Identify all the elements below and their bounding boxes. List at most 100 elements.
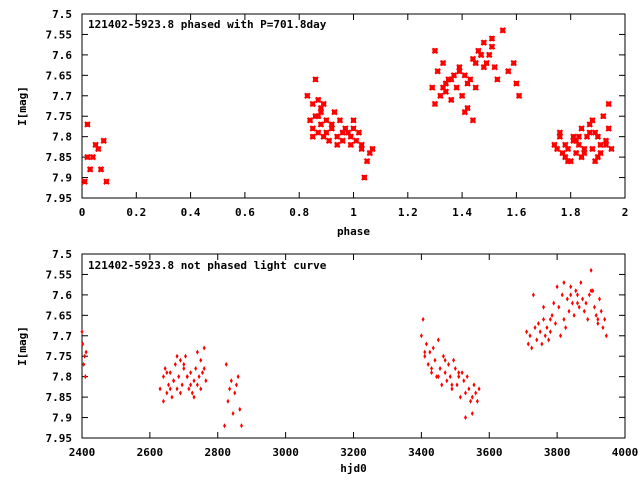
phased-plot-title: 121402-5923.8 phased with P=701.8day — [88, 18, 327, 31]
unphased-data-point — [542, 304, 546, 310]
phased-data-point — [572, 137, 580, 144]
phased-data-point — [575, 133, 583, 140]
phased-data-point — [334, 133, 341, 140]
phased-data-point — [464, 80, 471, 87]
phased-data-point — [464, 104, 471, 112]
unphased-data-point — [83, 374, 87, 380]
unphased-y-tick-label: 7.65 — [46, 309, 73, 322]
unphased-data-point — [562, 316, 566, 322]
unphased-data-point — [457, 374, 461, 380]
phased-data-point — [304, 92, 311, 99]
phased-y-tick-label: 7.85 — [46, 151, 73, 164]
unphased-data-point — [445, 378, 449, 384]
phased-data-point — [589, 145, 596, 153]
phased-data-point — [439, 59, 447, 67]
phased-data-point — [458, 92, 466, 99]
unphased-data-point — [436, 374, 440, 380]
phased-x-tick-label: 2 — [622, 206, 629, 219]
phased-data-point — [564, 157, 572, 165]
unphased-data-point — [435, 374, 439, 380]
unphased-data-point — [599, 308, 603, 314]
unphased-data-point — [441, 353, 445, 359]
phased-data-point — [314, 113, 322, 120]
phased-data-point — [84, 121, 91, 128]
unphased-data-point — [596, 316, 600, 322]
unphased-data-point — [189, 382, 193, 388]
unphased-x-tick-label: 2600 — [137, 446, 164, 459]
unphased-data-point — [199, 386, 203, 392]
unphased-data-point — [455, 382, 459, 388]
phased-data-point — [494, 76, 501, 83]
unphased-data-point — [192, 378, 196, 384]
phased-data-point — [437, 92, 444, 99]
unphased-data-point — [450, 382, 454, 388]
unphased-data-point — [470, 394, 474, 400]
unphased-data-point — [589, 288, 593, 294]
unphased-data-point — [535, 337, 539, 343]
unphased-y-tick-label: 7.95 — [46, 432, 73, 445]
unphased-data-point — [564, 325, 568, 331]
phased-y-tick-label: 7.6 — [52, 49, 72, 62]
unphased-data-point — [194, 365, 198, 371]
unphased-data-point — [536, 321, 540, 327]
unphased-data-point — [462, 378, 466, 384]
phased-data-point — [320, 100, 327, 108]
phased-data-point — [594, 153, 602, 161]
phased-data-point — [334, 141, 341, 149]
unphased-data-point — [163, 365, 167, 371]
phased-plot-frame — [81, 13, 626, 199]
phased-data-point — [429, 84, 436, 91]
phased-y-tick-label: 7.75 — [46, 110, 73, 123]
unphased-data-point — [589, 267, 593, 273]
unphased-data-point — [440, 382, 444, 388]
unphased-y-tick-label: 7.6 — [52, 289, 72, 302]
phased-data-point — [431, 100, 439, 108]
phased-y-tick-label: 7.8 — [52, 131, 72, 144]
phased-data-point — [314, 96, 322, 104]
phased-data-point — [350, 117, 357, 124]
phased-data-point — [328, 121, 335, 128]
unphased-data-point — [228, 386, 232, 392]
unphased-data-point — [423, 349, 427, 355]
phased-points — [81, 27, 615, 185]
unphased-data-point — [460, 370, 464, 376]
phased-data-point — [469, 55, 477, 63]
unphased-data-point — [570, 300, 574, 306]
phased-data-point — [477, 51, 485, 59]
unphased-data-point — [187, 386, 191, 392]
phased-x-tick-label: 1.8 — [561, 206, 581, 219]
unphased-data-point — [548, 329, 552, 335]
phased-x-tick-label: 1 — [350, 206, 357, 219]
unphased-data-point — [577, 304, 581, 310]
unphased-y-axis-label: I[mag] — [16, 326, 29, 366]
unphased-data-point — [223, 423, 227, 429]
unphased-data-point — [190, 390, 194, 396]
phased-x-tick-label: 1.4 — [452, 206, 472, 219]
unphased-data-point — [474, 390, 478, 396]
phased-data-point — [461, 72, 469, 79]
unphased-y-ticks: 7.5 7.55 7.6 7.65 7.7 7.75 7.8 7.85 7.9 7.95 — [46, 248, 625, 445]
unphased-data-point — [453, 365, 457, 371]
unphased-x-tick-label: 2400 — [69, 446, 96, 459]
unphased-data-point — [200, 370, 204, 376]
phased-data-point — [600, 113, 607, 120]
phased-data-point — [581, 145, 588, 153]
phased-data-point — [320, 133, 327, 140]
unphased-data-point — [450, 386, 454, 392]
phased-y-tick-label: 7.5 — [52, 8, 72, 21]
phased-data-point — [488, 43, 496, 50]
phased-data-point — [510, 59, 517, 67]
phased-data-point — [472, 84, 479, 91]
unphased-plot-title: 121402-5923.8 not phased light curve — [88, 259, 327, 272]
phased-data-point — [597, 149, 604, 157]
unphased-data-point — [463, 390, 467, 396]
phased-data-point — [317, 121, 325, 128]
unphased-data-point — [184, 353, 188, 359]
unphased-y-tick-label: 7.75 — [46, 350, 73, 363]
unphased-data-point — [579, 280, 583, 286]
unphased-points — [80, 267, 608, 429]
phased-data-point — [488, 35, 496, 42]
unphased-data-point — [158, 386, 162, 392]
unphased-data-point — [204, 378, 208, 384]
unphased-data-point — [431, 345, 435, 351]
